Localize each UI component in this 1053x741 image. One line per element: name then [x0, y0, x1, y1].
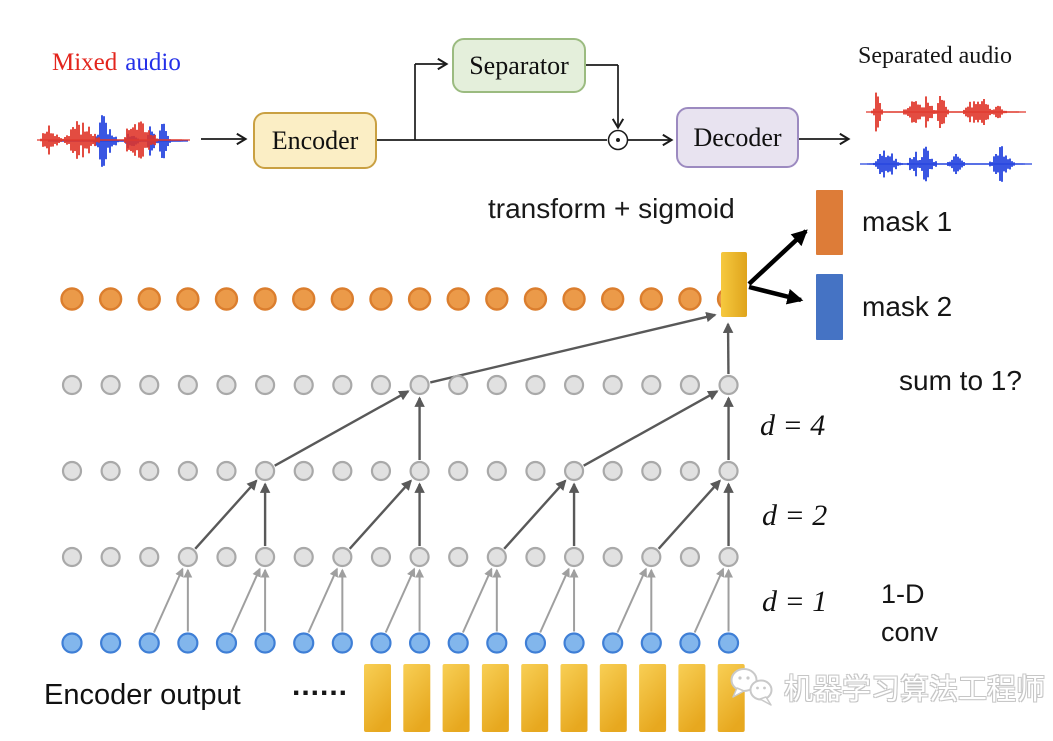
audio-word: audio — [125, 49, 181, 76]
lattice-arrows — [153, 311, 734, 633]
encoder-output-bar — [560, 664, 588, 732]
transform-sigmoid-label: transform + sigmoid — [488, 193, 735, 224]
mixed-audio-label: Mixed audio — [52, 49, 181, 76]
encoder-output-label: Encoder output — [44, 679, 241, 711]
dot-row-input — [61, 632, 740, 654]
mask2-label: mask 2 — [862, 291, 953, 322]
mask1-bar — [816, 190, 843, 255]
encoder-output-bars — [364, 664, 745, 732]
encoder-output-bar — [599, 664, 627, 732]
dot-row-hidden-middle — [61, 460, 739, 482]
encoder-output-bar — [678, 664, 706, 732]
dilation-4-label: d = 4 — [760, 409, 826, 442]
watermark-text: 机器学习算法工程师 — [784, 674, 1046, 706]
decoder-box: Decoder — [676, 107, 799, 168]
dot-row-mask-output — [60, 287, 741, 311]
encoder-output-bar — [403, 664, 431, 732]
dilation-2-label: d = 2 — [762, 499, 828, 532]
transform-output-bar — [721, 252, 747, 317]
decoder-box-label: Decoder — [693, 122, 782, 152]
separated-audio-label: Separated audio — [858, 43, 1012, 69]
encoder-output-bar — [481, 664, 509, 732]
mixed-word: Mixed — [52, 49, 118, 76]
mask-section-graphics — [721, 190, 843, 340]
separator-box-label: Separator — [469, 50, 569, 80]
mixed-waveform-red — [37, 121, 190, 159]
separated-waveform-blue — [860, 146, 1032, 182]
encoder-box-label: Encoder — [271, 125, 359, 155]
separator-box: Separator — [452, 38, 586, 93]
wechat-bubbles-icon — [730, 668, 773, 706]
dilation-1-label: d = 1 — [762, 585, 828, 618]
separated-waveform-red — [866, 92, 1026, 132]
lattice-dots — [60, 287, 741, 654]
conv-label-line2: conv — [881, 617, 939, 647]
sum-to-one-label: sum to 1? — [899, 365, 1022, 396]
dot-row-hidden-bottom — [61, 546, 739, 568]
elementwise-multiply-icon — [607, 129, 629, 151]
ellipsis-label: ...... — [292, 669, 349, 702]
dot-row-hidden-top — [61, 374, 739, 396]
mask2-bar — [816, 274, 843, 340]
encoder-output-bar — [364, 664, 391, 732]
encoder-output-bar — [442, 664, 470, 732]
mask1-label: mask 1 — [862, 206, 953, 237]
pipeline-connectors — [201, 57, 851, 147]
encoder-output-bar — [639, 664, 667, 732]
watermark: 机器学习算法工程师 — [727, 663, 1045, 711]
encoder-box: Encoder — [253, 112, 377, 169]
encoder-output-bar — [521, 664, 549, 732]
conv-label-line1: 1-D — [881, 579, 925, 609]
